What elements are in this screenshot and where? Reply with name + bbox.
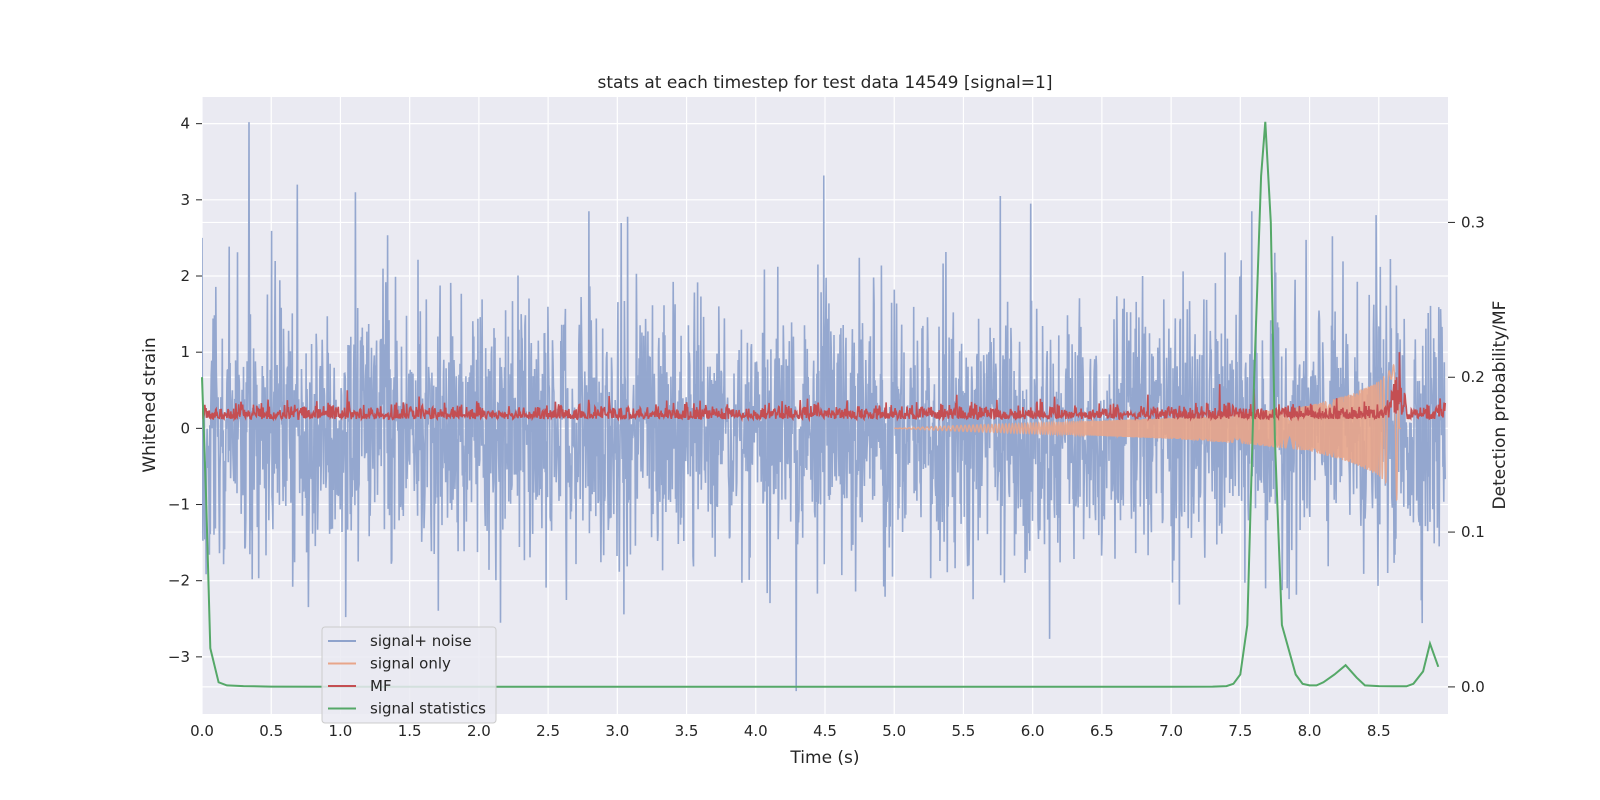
chart-title: stats at each timestep for test data 145… <box>598 73 1053 93</box>
axes: 0.0 0.5 1.0 1.5 2.0 2.5 3.0 3.5 4.0 4.5 5.0 5.5 6.0 6… <box>168 115 1485 740</box>
x-tick-label: 2.0 <box>467 722 491 740</box>
x-tick-label: 3.0 <box>605 722 629 740</box>
series-layer <box>201 121 1446 692</box>
y-tick-label: 1 <box>180 343 190 361</box>
y-axis-label: Whitened strain <box>140 337 160 472</box>
x-tick-label: 4.5 <box>813 722 837 740</box>
y-tick-label: −1 <box>168 496 190 514</box>
y-tick-label: 3 <box>180 191 190 209</box>
series-signal-only <box>893 363 1401 502</box>
series-signal-statistics <box>201 121 1440 688</box>
legend-box <box>321 626 497 724</box>
legend: signal+ noise signal only MF signal statist… <box>321 626 497 724</box>
legend-label: MF <box>370 677 392 695</box>
x-tick-label: 5.5 <box>952 722 976 740</box>
x-tick-label: 0.5 <box>259 722 283 740</box>
legend-label: signal only <box>370 655 451 673</box>
x-tick-label: 5.0 <box>882 722 906 740</box>
x-tick-label: 8.0 <box>1298 722 1322 740</box>
x-tick-label: 3.5 <box>675 722 699 740</box>
x-tick-label: 1.0 <box>329 722 353 740</box>
x-tick-label: 8.5 <box>1367 722 1391 740</box>
x-tick-label: 7.0 <box>1159 722 1183 740</box>
y-tick-label: −2 <box>168 572 190 590</box>
x-tick-label: 6.0 <box>1021 722 1045 740</box>
y2-tick-label: 0.3 <box>1461 213 1485 231</box>
x-tick-label: 1.5 <box>398 722 422 740</box>
x-tick-label: 0.0 <box>190 722 214 740</box>
y2-axis-label: Detection probability/MF <box>1490 301 1510 510</box>
y2-tick-label: 0.2 <box>1461 368 1485 386</box>
x-axis-label: Time (s) <box>789 748 859 768</box>
y-tick-label: 4 <box>180 115 190 133</box>
x-tick-label: 7.5 <box>1228 722 1252 740</box>
x-tick-label: 6.5 <box>1090 722 1114 740</box>
y-tick-label: 0 <box>180 419 190 437</box>
y-tick-label: 2 <box>180 267 190 285</box>
legend-label: signal+ noise <box>370 632 472 650</box>
y-tick-label: −3 <box>168 648 190 666</box>
y2-tick-label: 0.0 <box>1461 678 1485 696</box>
x-tick-label: 4.0 <box>744 722 768 740</box>
y2-tick-label: 0.1 <box>1461 523 1485 541</box>
series-mf <box>202 352 1446 423</box>
legend-label: signal statistics <box>370 700 486 718</box>
x-tick-label: 2.5 <box>536 722 560 740</box>
